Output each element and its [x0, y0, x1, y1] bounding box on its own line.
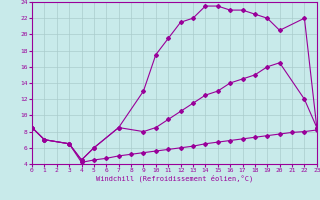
X-axis label: Windchill (Refroidissement éolien,°C): Windchill (Refroidissement éolien,°C) — [96, 175, 253, 182]
